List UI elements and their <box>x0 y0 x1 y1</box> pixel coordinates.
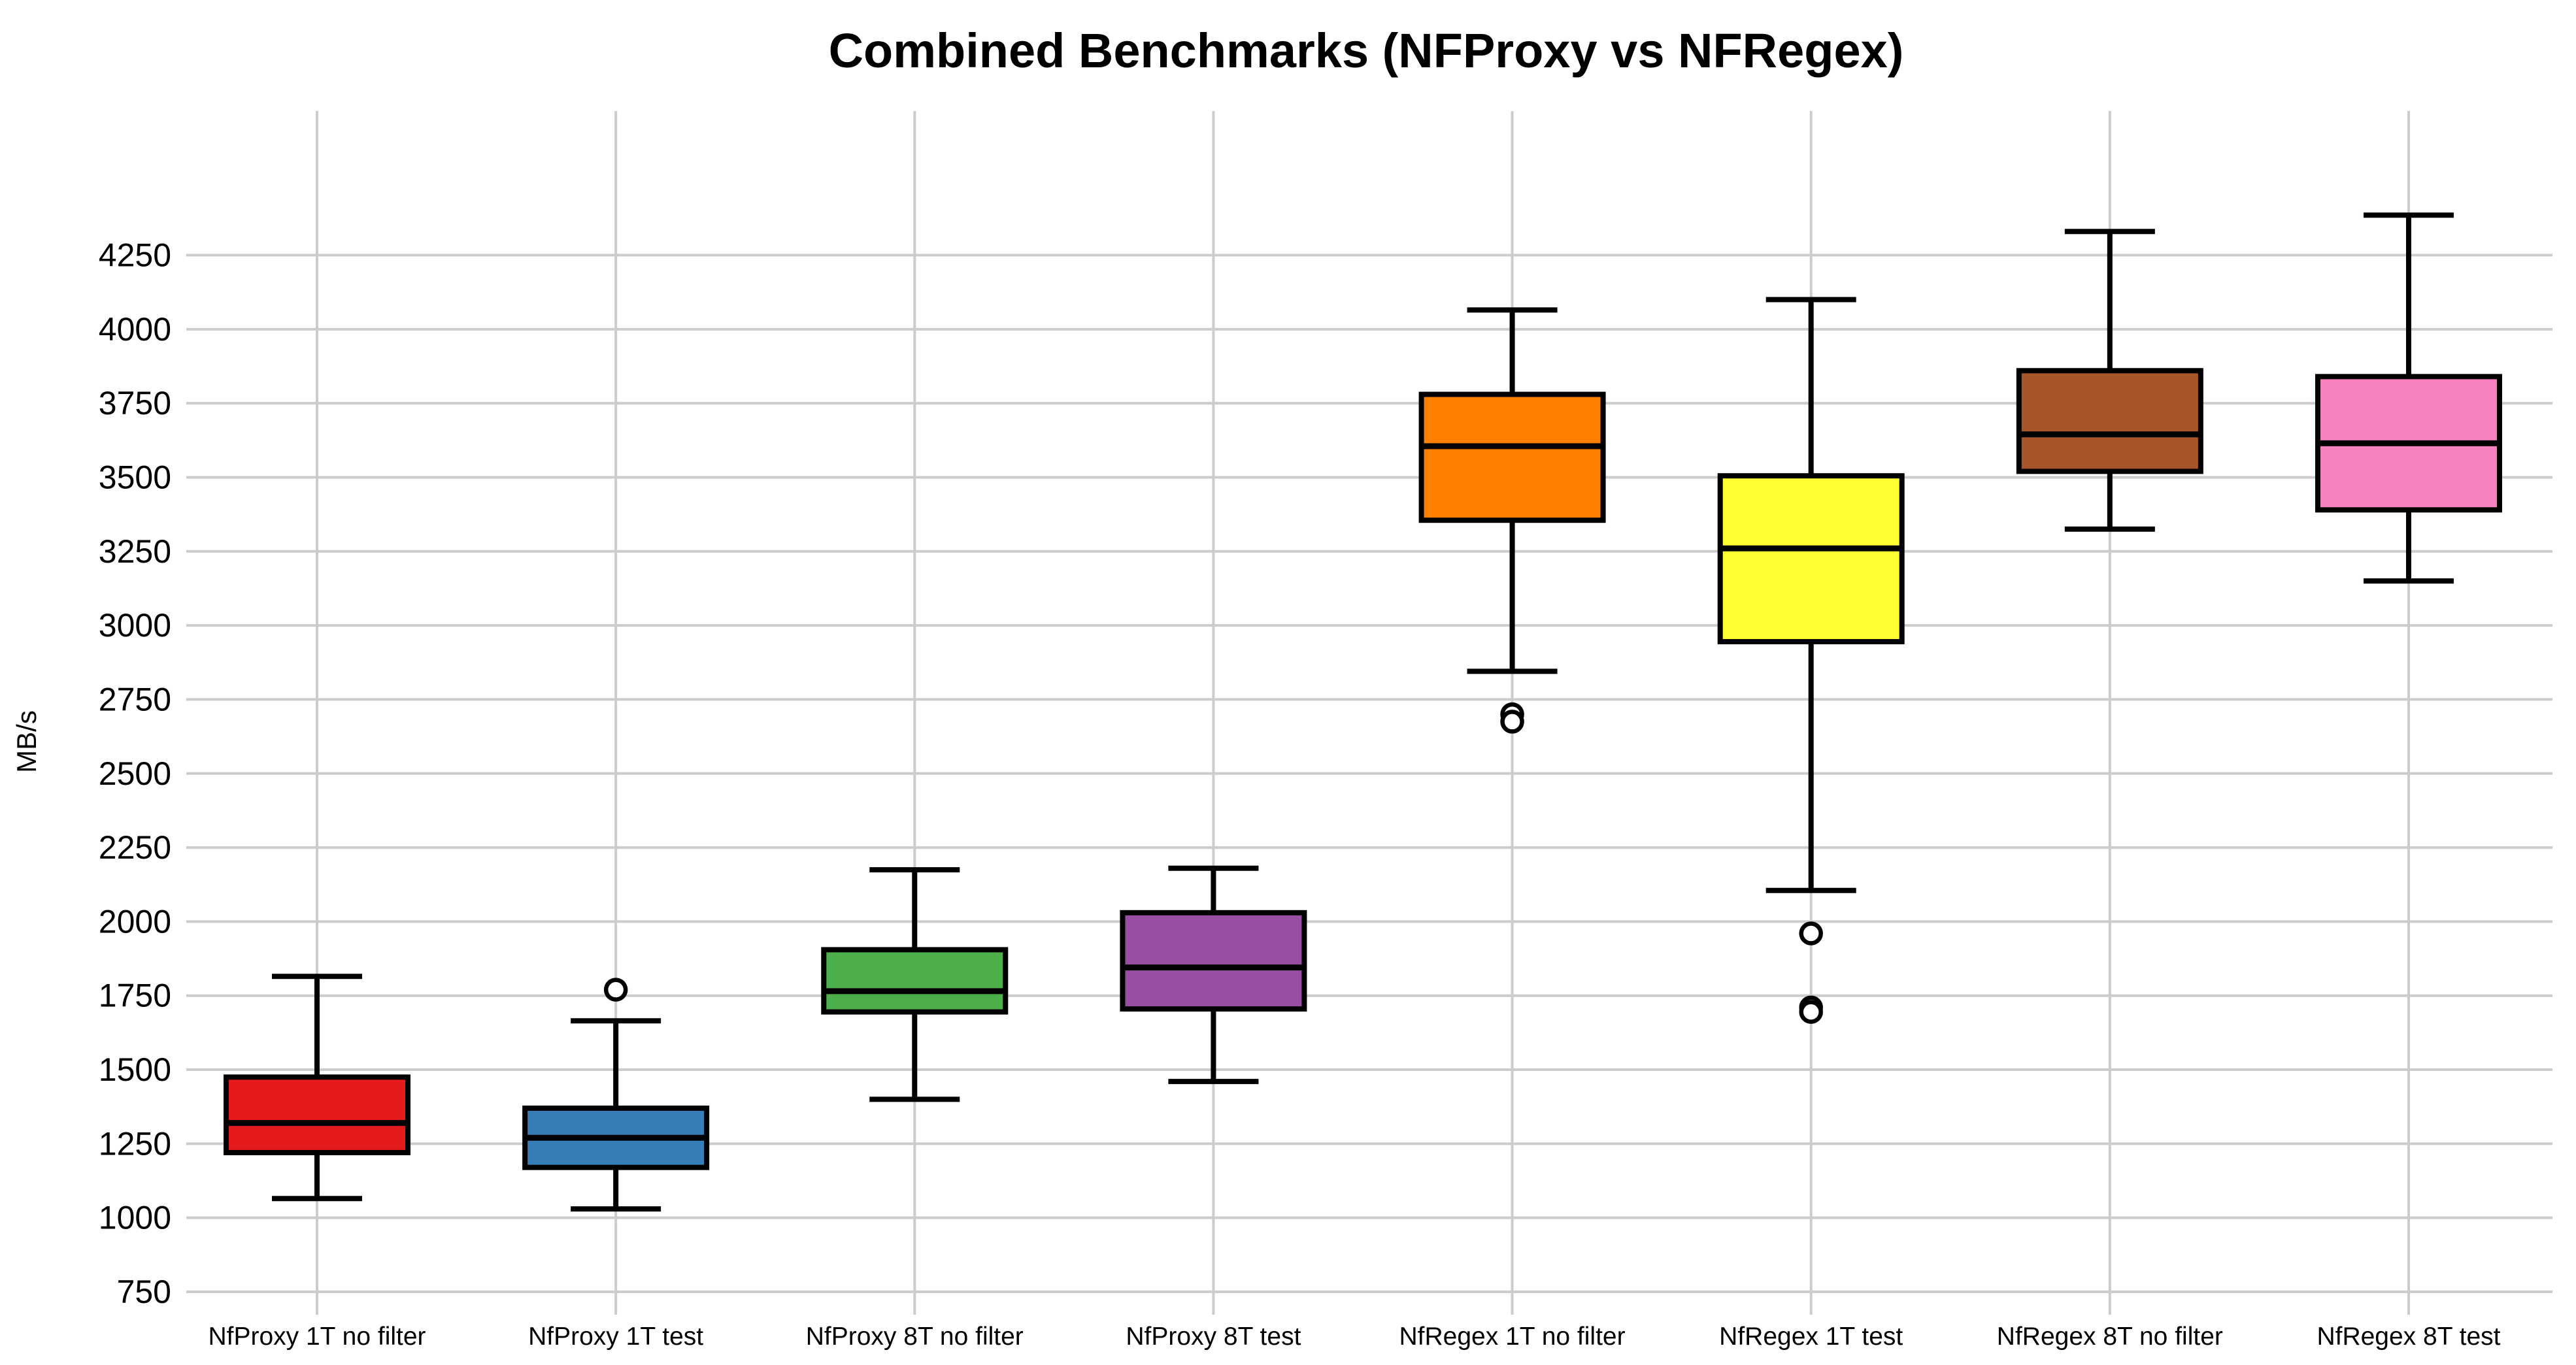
outlier-point <box>1500 710 1524 734</box>
y-axis-tick-labels: 750 1000 1250 1500 1750 2000 2250 2500 2750 3000 3… <box>99 237 171 1311</box>
boxplot-nfregex-8t-test <box>2315 212 2502 584</box>
boxplot-nfproxy-8t-test <box>1120 865 1307 1085</box>
ytick-label-4000: 4000 <box>99 311 171 348</box>
xtick-label-0: NfProxy 1T no filter <box>208 1323 426 1351</box>
boxplot-nfproxy-1t-test <box>522 978 710 1212</box>
y-axis-label: MB/s <box>11 710 42 773</box>
ytick-label-3000: 3000 <box>99 607 171 644</box>
ytick-label-1000: 1000 <box>99 1200 171 1236</box>
ytick-label-4250: 4250 <box>99 237 171 274</box>
boxplot-nfregex-8t-no-filter <box>2016 229 2203 532</box>
outlier-point <box>1799 1000 1823 1024</box>
xtick-label-4: NfRegex 1T no filter <box>1399 1323 1626 1351</box>
x-axis-category-labels: NfProxy 1T no filter NfProxy 1T test NfPro… <box>208 1323 2500 1351</box>
ytick-label-750: 750 <box>117 1274 171 1310</box>
ytick-label-3250: 3250 <box>99 533 171 570</box>
xtick-label-5: NfRegex 1T test <box>1719 1323 1903 1351</box>
ytick-label-2500: 2500 <box>99 755 171 792</box>
iqr-box <box>224 1074 410 1155</box>
iqr-box <box>1717 473 1905 645</box>
boxplot-nfregex-1t-no-filter <box>1418 307 1606 734</box>
outlier-point <box>1799 921 1823 946</box>
ytick-label-2750: 2750 <box>99 681 171 717</box>
xtick-label-2: NfProxy 8T no filter <box>806 1323 1024 1351</box>
iqr-box <box>1418 391 1606 523</box>
xtick-label-3: NfProxy 8T test <box>1126 1323 1301 1351</box>
boxplot-nfregex-1t-test <box>1717 297 1905 1024</box>
ytick-label-2000: 2000 <box>99 903 171 940</box>
boxplot-nfproxy-1t-no-filter <box>224 974 410 1202</box>
ytick-label-1750: 1750 <box>99 978 171 1014</box>
ytick-label-2250: 2250 <box>99 829 171 866</box>
ytick-label-1250: 1250 <box>99 1125 171 1162</box>
boxplot-series <box>224 212 2502 1212</box>
iqr-box <box>2016 368 2203 474</box>
boxplot-nfproxy-8t-no-filter <box>821 867 1009 1102</box>
ytick-label-3750: 3750 <box>99 385 171 421</box>
xtick-label-1: NfProxy 1T test <box>528 1323 703 1351</box>
iqr-box <box>1120 910 1307 1012</box>
chart-title: Combined Benchmarks (NFProxy vs NFRegex) <box>829 24 1904 78</box>
ytick-label-3500: 3500 <box>99 459 171 495</box>
xtick-label-7: NfRegex 8T test <box>2317 1323 2500 1351</box>
ytick-label-1500: 1500 <box>99 1051 171 1088</box>
iqr-box <box>821 947 1009 1015</box>
outlier-point <box>603 978 628 1002</box>
xtick-label-6: NfRegex 8T no filter <box>1997 1323 2223 1351</box>
